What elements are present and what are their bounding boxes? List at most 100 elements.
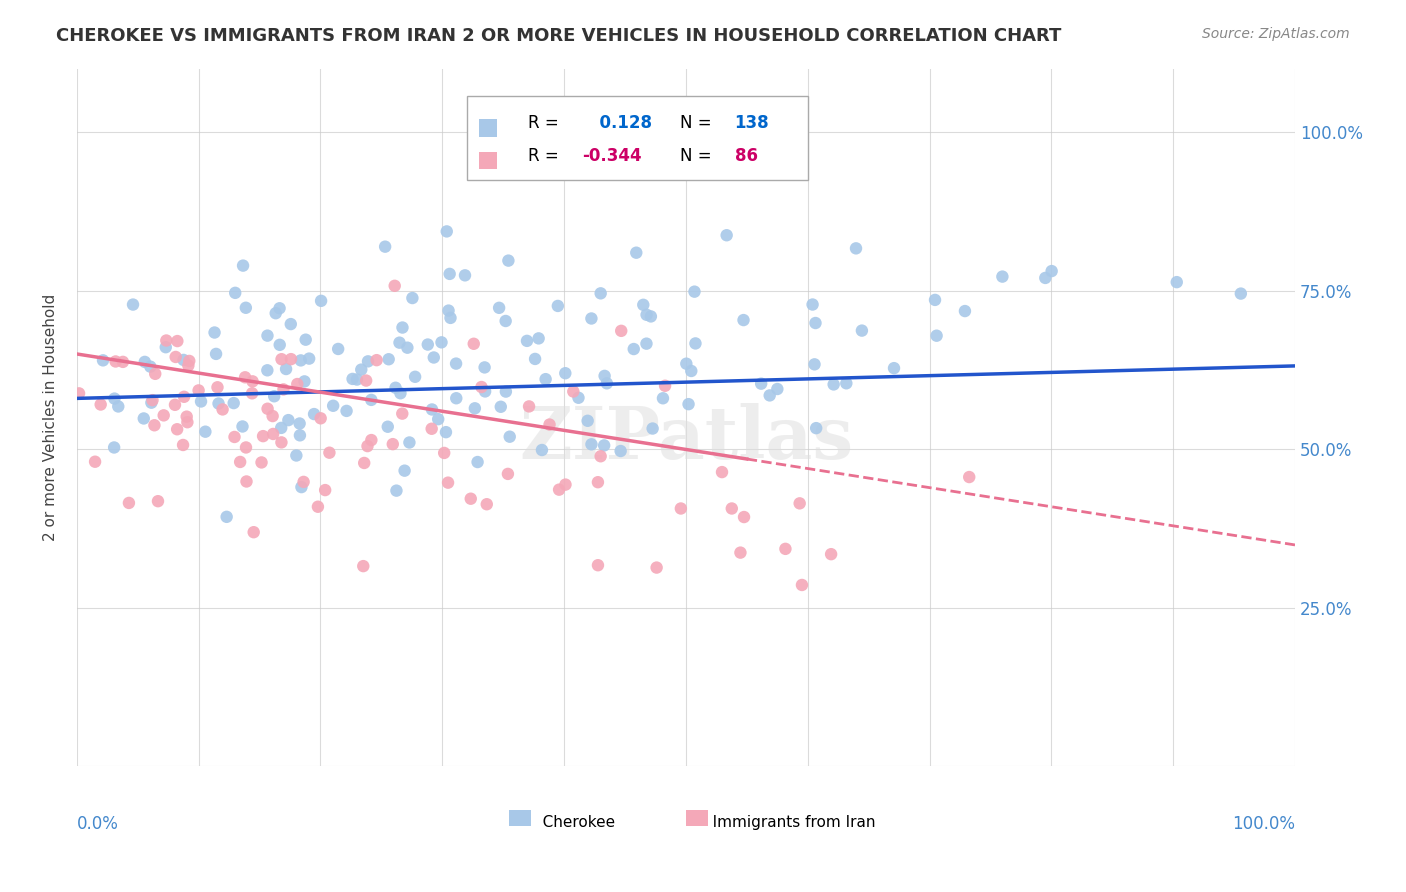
Immigrants from Iran — [562, 384, 585, 399]
Cherokee — [683, 285, 706, 299]
Cherokee — [474, 384, 496, 399]
Cherokee — [288, 417, 311, 431]
Cherokee — [516, 334, 538, 348]
Immigrants from Iran — [90, 397, 112, 411]
Immigrants from Iran — [437, 475, 460, 490]
Text: Immigrants from Iran: Immigrants from Iran — [699, 815, 876, 830]
Cherokee — [269, 338, 291, 352]
Cherokee — [801, 297, 824, 311]
Cherokee — [925, 328, 948, 343]
Immigrants from Iran — [207, 380, 229, 394]
Text: N =: N = — [681, 114, 711, 132]
Cherokee — [883, 361, 905, 376]
Immigrants from Iran — [354, 374, 377, 388]
Cherokee — [749, 376, 772, 391]
Cherokee — [716, 228, 738, 243]
Cherokee — [991, 269, 1014, 284]
Immigrants from Iran — [229, 455, 252, 469]
Cherokee — [766, 382, 789, 396]
Cherokee — [467, 455, 489, 469]
Immigrants from Iran — [166, 422, 188, 436]
Immigrants from Iran — [84, 455, 107, 469]
Cherokee — [804, 316, 827, 330]
Immigrants from Iran — [460, 491, 482, 506]
Immigrants from Iran — [233, 370, 256, 384]
Immigrants from Iran — [262, 409, 284, 423]
Immigrants from Iran — [211, 402, 233, 417]
Immigrants from Iran — [720, 501, 742, 516]
Cherokee — [350, 362, 373, 376]
Cherokee — [270, 421, 292, 435]
Cherokee — [733, 313, 755, 327]
Bar — [509, 810, 531, 826]
Immigrants from Iran — [256, 401, 278, 416]
Cherokee — [235, 301, 257, 315]
Cherokee — [581, 311, 603, 326]
Cherokee — [416, 337, 439, 351]
Cherokee — [107, 400, 129, 414]
Text: 0.0%: 0.0% — [77, 815, 118, 833]
Cherokee — [232, 259, 254, 273]
Text: R =: R = — [527, 147, 558, 165]
Cherokee — [103, 392, 125, 406]
Cherokee — [269, 301, 291, 316]
Cherokee — [439, 267, 461, 281]
Immigrants from Iran — [470, 380, 492, 394]
Immigrants from Iran — [548, 483, 571, 497]
Cherokee — [567, 391, 589, 405]
Immigrants from Iran — [586, 475, 609, 490]
Cherokee — [636, 336, 658, 351]
Cherokee — [103, 441, 125, 455]
Immigrants from Iran — [270, 352, 292, 367]
Cherokee — [434, 425, 457, 439]
Cherokee — [173, 353, 195, 368]
Immigrants from Iran — [163, 398, 186, 412]
Cherokee — [641, 421, 664, 435]
Cherokee — [294, 333, 316, 347]
Immigrants from Iran — [173, 390, 195, 404]
Cherokee — [524, 351, 547, 366]
Immigrants from Iran — [165, 350, 187, 364]
Cherokee — [498, 253, 520, 268]
Immigrants from Iran — [381, 437, 404, 451]
Bar — [686, 810, 707, 826]
Cherokee — [328, 342, 350, 356]
Cherokee — [360, 392, 382, 407]
Immigrants from Iran — [176, 409, 198, 424]
Immigrants from Iran — [366, 353, 388, 368]
Cherokee — [609, 444, 631, 458]
Cherokee — [384, 381, 406, 395]
Immigrants from Iran — [270, 435, 292, 450]
Cherokee — [346, 372, 368, 386]
Cherokee — [626, 245, 648, 260]
Cherokee — [256, 363, 278, 377]
Immigrants from Iran — [235, 475, 257, 489]
Cherokee — [1040, 264, 1063, 278]
Cherokee — [652, 391, 675, 405]
Cherokee — [804, 421, 827, 435]
Immigrants from Iran — [141, 393, 163, 408]
Immigrants from Iran — [420, 422, 443, 436]
Immigrants from Iran — [433, 446, 456, 460]
Immigrants from Iran — [589, 449, 612, 463]
Cherokee — [294, 375, 316, 389]
Cherokee — [636, 308, 658, 322]
Cherokee — [263, 389, 285, 403]
Cherokee — [264, 306, 287, 320]
Cherokee — [953, 304, 976, 318]
Cherokee — [489, 400, 512, 414]
Text: R =: R = — [527, 114, 558, 132]
Cherokee — [389, 386, 412, 401]
Cherokee — [224, 285, 246, 300]
Immigrants from Iran — [538, 417, 561, 432]
Immigrants from Iran — [280, 352, 302, 367]
Cherokee — [758, 388, 780, 402]
Text: N =: N = — [681, 147, 711, 165]
Cherokee — [122, 297, 145, 311]
Immigrants from Iran — [775, 541, 797, 556]
Cherokee — [454, 268, 477, 283]
Cherokee — [554, 366, 576, 380]
Cherokee — [446, 391, 468, 405]
Immigrants from Iran — [517, 400, 540, 414]
Immigrants from Iran — [155, 334, 177, 348]
